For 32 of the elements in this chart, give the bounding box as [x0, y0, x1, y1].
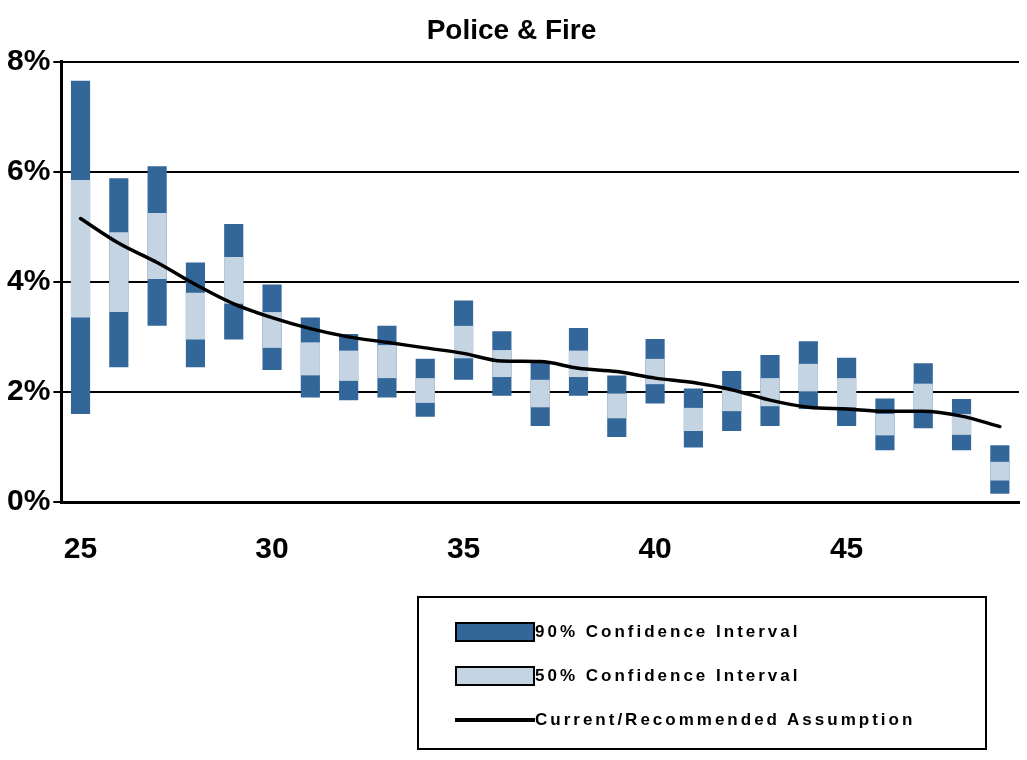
y-tick-label: 6%: [7, 152, 51, 186]
y-tick-label: 8%: [7, 42, 51, 76]
bar: [339, 350, 359, 381]
chart-title: Police & Fire: [426, 13, 597, 45]
x-tick-label: 35: [446, 531, 481, 565]
bar: [147, 212, 167, 280]
bar: [224, 257, 244, 304]
y-tick-label: 2%: [7, 373, 51, 407]
bar: [875, 413, 895, 436]
x-tick-label: 30: [255, 531, 289, 565]
legend-label: 50% Confidence Interval: [535, 666, 801, 686]
bar: [415, 378, 435, 403]
bar: [185, 292, 206, 340]
bar: [990, 461, 1010, 481]
legend-label: 90% Confidence Interval: [535, 622, 801, 642]
bar: [913, 383, 933, 411]
bar: [109, 232, 129, 313]
bar: [377, 345, 397, 379]
bar: [300, 342, 320, 376]
y-tick-label: 0%: [7, 483, 51, 517]
bar: [607, 393, 627, 419]
y-tick-label: 4%: [7, 263, 51, 297]
bar: [683, 407, 703, 431]
bar: [837, 378, 857, 408]
bar: [70, 179, 91, 318]
legend-label: Current/Recommended Assumption: [535, 710, 916, 730]
bar: [798, 363, 818, 392]
bar: [722, 389, 742, 412]
x-tick-label: 40: [638, 531, 672, 565]
bar: [530, 379, 550, 408]
x-tick-label: 45: [829, 531, 864, 565]
x-tick-label: 25: [63, 531, 98, 565]
